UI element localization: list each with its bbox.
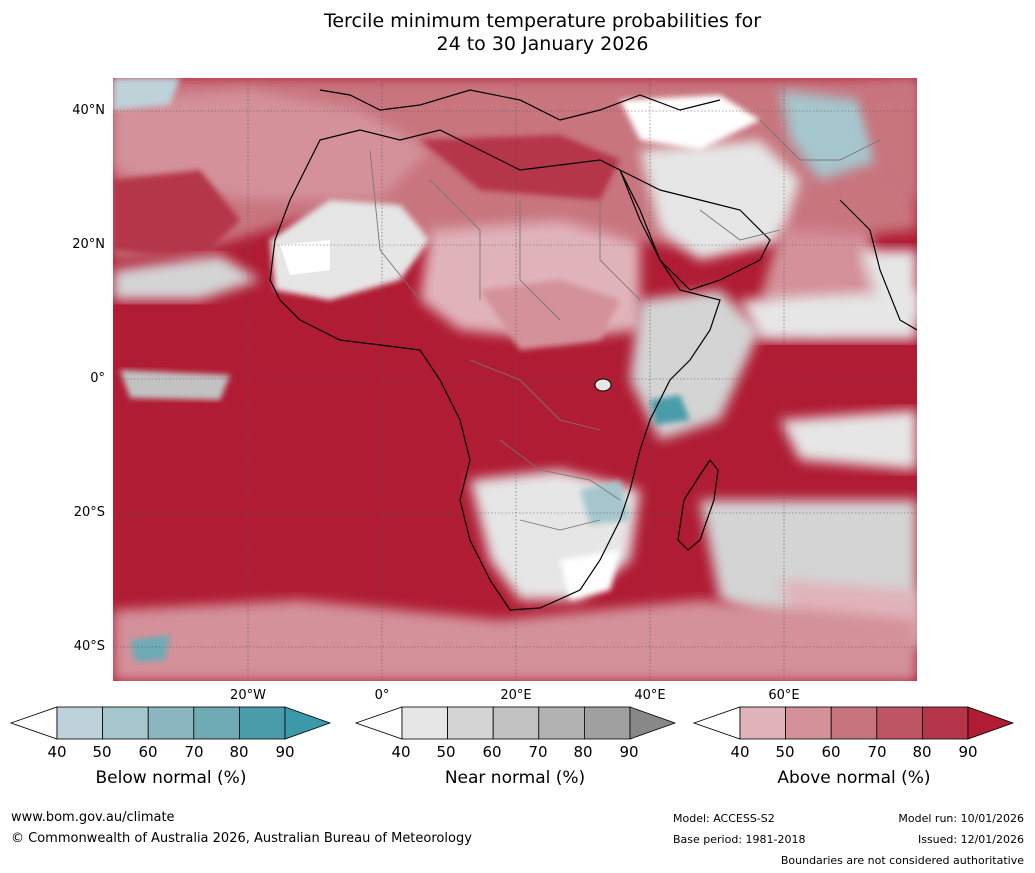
legend-below-tick: 80 [229, 743, 249, 761]
footer-website: www.bom.gov.au/climate [11, 810, 175, 825]
colorbar-segment [238, 706, 286, 740]
legend-below-title: Below normal (%) [95, 768, 247, 788]
legend-below-tick: 70 [184, 743, 204, 761]
mediterranean-red [420, 135, 620, 200]
lat-label-20s: 20°S [73, 505, 105, 520]
lon-label-40e: 40°E [634, 688, 666, 703]
legend-above-tick: 60 [821, 743, 841, 761]
sahel-inner [480, 280, 620, 350]
legend-below-tick: 40 [47, 743, 67, 761]
equatorial-near-streak [120, 370, 230, 400]
colorbar-segment [193, 706, 240, 740]
legend-above-tick: 50 [775, 743, 795, 761]
legend-above-tick: 80 [912, 743, 932, 761]
nw-corner-below [113, 78, 180, 110]
legend-above-title: Above normal (%) [777, 768, 931, 788]
africa-coastline [269, 129, 721, 611]
colorbar-segment [739, 706, 786, 740]
title-line-1: Tercile minimum temperature probabilitie… [323, 10, 762, 32]
lon-label-20w: 20°W [230, 688, 266, 703]
sahara-white [280, 240, 330, 275]
legend-near-title: Near normal (%) [444, 768, 586, 788]
footer-copyright: © Commonwealth of Australia 2026, Austra… [11, 831, 472, 846]
colorbar-segment [56, 706, 103, 740]
colorbar-segment [401, 706, 448, 740]
legend-below-tick: 50 [92, 743, 112, 761]
colorbar-segment [538, 706, 585, 740]
turkey-white [620, 95, 760, 150]
southern-ocean-below [130, 635, 170, 662]
legend-near-tick: 40 [391, 743, 411, 761]
legend-near-tick: 80 [573, 743, 593, 761]
title-line-2: 24 to 30 January 2026 [436, 33, 649, 55]
legend-above-tick: 70 [867, 743, 887, 761]
indian-ocean-near-mid [780, 410, 917, 470]
colorbar-segment [583, 706, 631, 740]
footer-disclaimer: Boundaries are not considered authoritat… [780, 854, 1024, 867]
sahara-west-near [270, 200, 430, 300]
colorbar-segment [876, 706, 923, 740]
lat-label-0: 0° [90, 371, 105, 386]
europe-coastline [319, 89, 721, 121]
colorbar-segment [147, 706, 195, 740]
madagascar-coastline [677, 458, 719, 551]
lake-victoria [594, 378, 612, 392]
graticule [113, 78, 917, 681]
legend-below-colorbar [10, 705, 332, 741]
southern-africa-below [580, 480, 630, 525]
lon-label-60e: 60°E [768, 688, 800, 703]
legend-above-tick: 40 [730, 743, 750, 761]
central-asia-red [860, 80, 917, 200]
colorbar-extend-low [10, 706, 58, 740]
legend-below-tick: 60 [138, 743, 158, 761]
colorbar-segment [830, 706, 878, 740]
legend-near-tick: 60 [482, 743, 502, 761]
colorbar-extend-high [284, 706, 332, 740]
lat-label-40s: 40°S [73, 639, 105, 654]
iran-below [780, 90, 880, 180]
colorbar-segment [785, 706, 832, 740]
lon-label-0: 0° [374, 688, 390, 703]
arabia-coastline [618, 168, 771, 291]
lon-label-20e: 20°E [500, 688, 532, 703]
colorbar-extend-high [967, 706, 1015, 740]
footer-issued: Issued: 12/01/2026 [917, 833, 1024, 846]
legend-below-tick: 90 [275, 743, 295, 761]
footer-model-run: Model run: 10/01/2026 [898, 812, 1024, 825]
east-africa-below [650, 395, 690, 425]
southern-ocean-mixed [113, 600, 917, 681]
legend-near-tick: 70 [528, 743, 548, 761]
footer-base-period: Base period: 1981-2018 [673, 833, 806, 846]
tropical-atlantic-near [113, 255, 260, 300]
legend-above-colorbar [693, 705, 1015, 741]
legend-above-tick: 90 [958, 743, 978, 761]
legend-near-tick: 90 [619, 743, 639, 761]
colorbar-segment [447, 706, 494, 740]
footer-model: Model: ACCESS-S2 [673, 812, 775, 825]
map-field [113, 78, 917, 681]
lat-label-20n: 20°N [72, 237, 105, 252]
colorbar-extend-high [629, 706, 677, 740]
legend-near-tick: 50 [436, 743, 456, 761]
colorbar-segment [492, 706, 540, 740]
country-borders [369, 119, 881, 531]
colorbar-segment [102, 706, 149, 740]
legend-near-colorbar [355, 705, 677, 741]
india-coastline [839, 199, 917, 331]
colorbar-extend-low [355, 706, 403, 740]
atlantic-red-west [113, 170, 240, 260]
colorbar-extend-low [693, 706, 741, 740]
colorbar-segment [921, 706, 969, 740]
lat-label-40n: 40°N [72, 103, 105, 118]
chart-title: Tercile minimum temperature probabilitie… [0, 10, 1035, 56]
